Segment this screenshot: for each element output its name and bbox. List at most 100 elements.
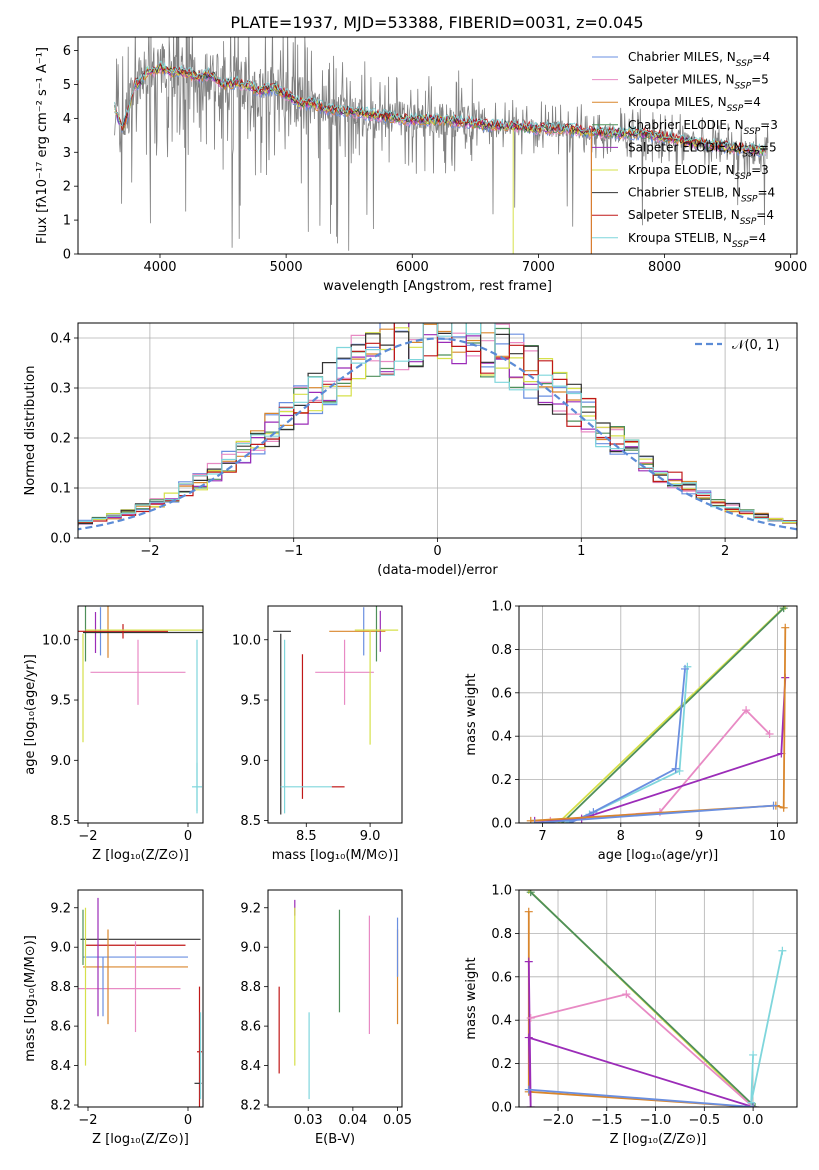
y-tick-label: 8.4	[240, 1059, 261, 1074]
model-line	[114, 60, 766, 153]
y-tick-label: 9.5	[240, 694, 261, 709]
weight-line	[534, 804, 774, 823]
plus-marker	[526, 890, 535, 897]
x-tick-label: 8000	[648, 260, 681, 275]
x-tick-label: 9.0	[360, 829, 381, 844]
weight-line	[565, 666, 689, 823]
x-tick-label: 1	[577, 544, 585, 559]
x-tick-label: 0	[184, 1113, 192, 1128]
x-axis-label: Z [log₁₀(Z/Z⊙)]	[610, 1132, 707, 1147]
weight-line	[530, 891, 756, 1107]
plus-marker	[779, 803, 788, 812]
y-tick-label: 9.2	[240, 901, 261, 916]
y-tick-label: 9.0	[50, 941, 71, 956]
y-tick-label: 0.6	[491, 970, 512, 985]
y-tick-label: 0	[63, 248, 71, 263]
x-tick-label: −2	[78, 829, 97, 844]
weight-line	[750, 950, 784, 1103]
x-tick-label: −0.5	[689, 1113, 721, 1128]
y-tick-label: 10.0	[232, 633, 261, 648]
y-tick-label: 0.3	[50, 382, 71, 397]
panel-mass-weight-vs-age: 7 8 9 10 0.0 0.2 0.4 0.6 0.8 1.0 age [log₁₀(age/yr…	[464, 600, 798, 863]
plus-marker	[765, 730, 774, 739]
x-tick-label: 0.03	[294, 1113, 323, 1128]
plot-area	[114, 37, 769, 254]
normal-curve	[78, 337, 797, 531]
legend-label: Chabrier STELIB, NSSP=4	[628, 186, 775, 205]
axes-frame	[77, 889, 204, 1108]
y-tick-label: 0.4	[491, 1014, 512, 1029]
legend-label: Salpeter STELIB, NSSP=4	[628, 208, 774, 227]
plot-area	[278, 899, 399, 1100]
y-tick-label: 0.6	[491, 686, 512, 701]
plus-marker	[524, 907, 533, 916]
y-tick-label: 6	[63, 44, 71, 59]
panel-spectrum: 4000 5000 6000 7000 8000 9000 0 1 2 3 4 5 6 wavelengt…	[35, 36, 807, 294]
plus-marker	[751, 1103, 760, 1107]
y-tick-label: 8.8	[50, 980, 71, 995]
y-tick-label: 4	[63, 112, 71, 127]
x-axis-label: Z [log₁₀(Z/Z⊙)]	[92, 1132, 189, 1147]
y-tick-label: 0.2	[491, 773, 512, 788]
plus-marker	[749, 1050, 758, 1059]
y-tick-label: 0.8	[491, 927, 512, 942]
y-tick-label: 0.8	[491, 643, 512, 658]
weight-line	[528, 1088, 754, 1107]
x-tick-label: 0.0	[743, 1113, 764, 1128]
x-tick-label: 9000	[774, 260, 807, 275]
y-tick-label: 1.0	[491, 884, 512, 899]
axes-frame	[77, 36, 798, 255]
y-tick-label: 0.0	[491, 1101, 512, 1116]
plus-marker	[524, 957, 533, 966]
y-tick-label: 2	[63, 180, 71, 195]
panel-age-vs-Z: −2 0 8.5 9.0 9.5 10.0 Z [log₁₀(Z/Z⊙)] age [log₁…	[23, 605, 204, 863]
x-axis-label: wavelength [Angstrom, rest frame]	[323, 279, 552, 294]
y-tick-label: 0.1	[50, 482, 71, 497]
panel-mass-vs-Z: −2 0 8.2 8.4 8.6 8.8 9.0 9.2 Z [log₁₀(Z/Z⊙)] mass…	[23, 889, 204, 1147]
x-tick-label: 0.04	[338, 1113, 367, 1128]
x-tick-label: 8	[617, 829, 625, 844]
y-tick-label: 8.5	[50, 814, 71, 829]
plus-marker	[675, 766, 684, 775]
y-tick-label: 8.2	[240, 1099, 261, 1114]
plus-marker	[671, 764, 680, 773]
axes-frame	[518, 889, 798, 1108]
plus-marker	[779, 606, 788, 613]
plus-marker	[747, 1098, 756, 1107]
x-tick-label: −1.0	[640, 1113, 672, 1128]
y-tick-label: 9.5	[50, 694, 71, 709]
plus-marker	[769, 801, 778, 810]
panel-mass-weight-vs-Z: −2.0 −1.5 −1.0 −0.5 0.0 0.0 0.2 0.4 0.6 0.8 1.0 Z […	[464, 884, 798, 1147]
legend-label: Kroupa STELIB, NSSP=4	[628, 231, 766, 250]
y-axis-label: mass weight	[464, 957, 479, 1039]
y-tick-label: 8.6	[240, 1020, 261, 1035]
x-tick-label: 6000	[396, 260, 429, 275]
y-tick-label: 9.2	[50, 901, 71, 916]
x-axis-label: E(B-V)	[315, 1132, 355, 1147]
y-tick-label: 0.4	[491, 730, 512, 745]
x-axis-label: age [log₁₀(age/yr)]	[598, 848, 719, 863]
y-tick-label: 0.0	[491, 817, 512, 832]
y-tick-label: 1.0	[491, 600, 512, 615]
x-axis-label: (data-model)/error	[377, 563, 498, 578]
y-tick-label: 9.0	[240, 941, 261, 956]
x-tick-label: −2	[78, 1113, 97, 1128]
weight-line	[530, 993, 754, 1107]
y-tick-label: 10.0	[42, 633, 71, 648]
weight-line	[527, 961, 754, 1107]
y-tick-label: 8.2	[50, 1099, 71, 1114]
plus-marker	[749, 1103, 758, 1107]
y-tick-label: 9.0	[240, 754, 261, 769]
x-tick-label: −2.0	[542, 1113, 574, 1128]
y-tick-label: 0.0	[50, 532, 71, 547]
x-tick-label: 0.05	[383, 1113, 412, 1128]
x-tick-label: 7000	[522, 260, 555, 275]
legend-label: Chabrier MILES, NSSP=4	[628, 50, 770, 69]
plus-marker	[781, 623, 790, 632]
y-axis-label: mass [log₁₀(M/M⊙)]	[23, 935, 38, 1062]
plus-marker	[778, 946, 787, 955]
axes-frame	[77, 322, 798, 539]
plus-marker	[524, 1085, 533, 1094]
x-tick-label: 0	[184, 829, 192, 844]
legend-label: 𝒩(0, 1)	[732, 338, 779, 353]
